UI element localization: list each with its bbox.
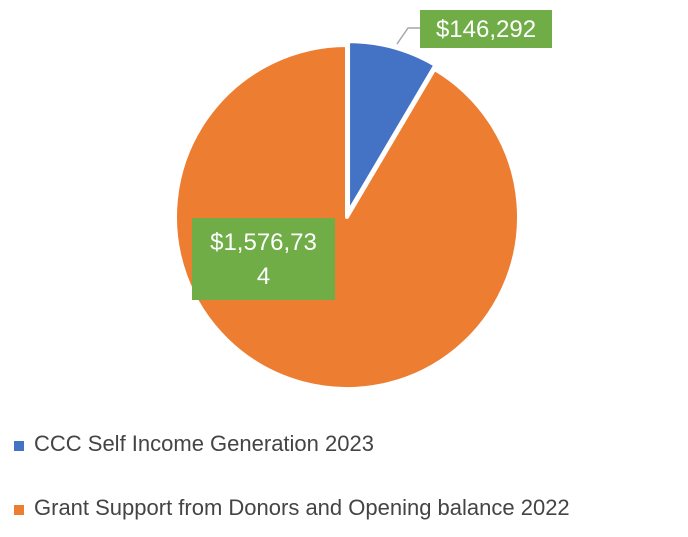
data-label-text-2: 4 — [257, 263, 270, 290]
pie-slices — [173, 39, 521, 391]
legend: CCC Self Income Generation 2023 Grant Sup… — [14, 431, 570, 520]
leader-lines — [396, 27, 420, 45]
pie-slice-1 — [346, 39, 438, 216]
legend-label-2: Grant Support from Donors and Opening ba… — [34, 495, 570, 520]
data-label-text-1: $146,292 — [436, 16, 536, 43]
legend-label-1: CCC Self Income Generation 2023 — [34, 431, 374, 456]
data-label-box-2 — [192, 218, 335, 300]
data-labels: $146,292 $1,576,73 4 — [192, 10, 552, 300]
leader-line-1 — [396, 27, 420, 45]
legend-swatch-1 — [14, 441, 24, 451]
pie-slice-2 — [173, 43, 521, 391]
data-label-text-2: $1,576,73 — [210, 229, 317, 256]
legend-swatch-2 — [14, 505, 24, 515]
data-label-box-1 — [420, 10, 552, 48]
